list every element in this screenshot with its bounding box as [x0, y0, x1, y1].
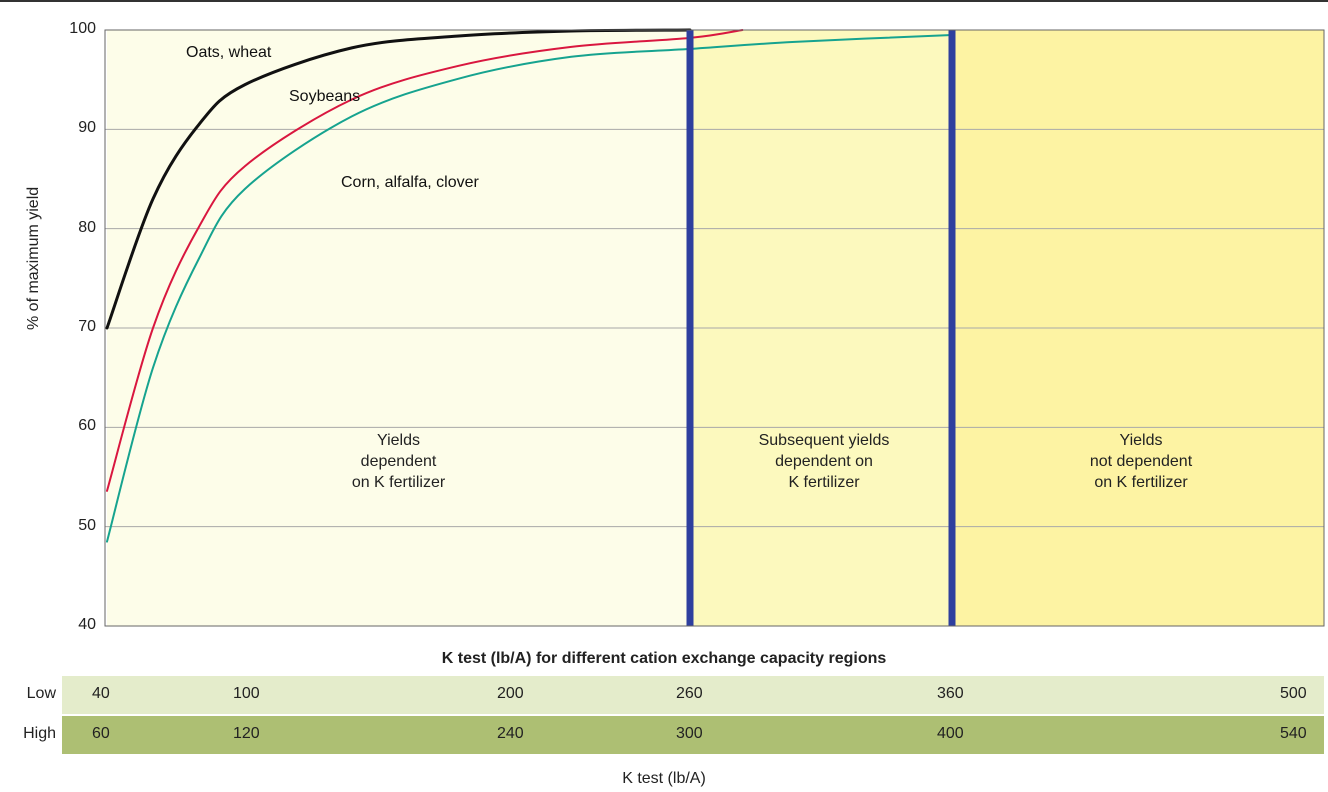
y-tick-label: 80 — [78, 218, 96, 236]
table-cell: 120 — [233, 725, 260, 742]
table-cell: 300 — [676, 725, 703, 742]
region-label-line: Yields — [377, 432, 420, 449]
table-cell: 200 — [497, 685, 524, 702]
series-line — [106, 29, 744, 492]
region-label-line: Yields — [1119, 432, 1163, 449]
region-label: Yields dependent on K fertilizer — [107, 430, 690, 493]
table-cell: 540 — [1280, 725, 1307, 742]
table-cell: 260 — [676, 685, 703, 702]
table-cell: 400 — [937, 725, 964, 742]
series-line — [106, 34, 953, 543]
table-cell: 40 — [92, 685, 110, 702]
series-line — [105, 28, 692, 330]
table-row-label: Low — [26, 685, 56, 702]
series-label: Corn, alfalfa, clover — [341, 174, 479, 191]
region-label-line: on K fertilizer — [351, 474, 446, 491]
y-tick-label: 90 — [78, 119, 96, 137]
divider-layer — [686, 30, 956, 626]
table-cell: 60 — [92, 725, 110, 742]
y-tick-label: 100 — [69, 20, 96, 37]
region-label: Yields not dependent on K fertilizer — [958, 430, 1324, 493]
region-label: Subsequent yields dependent on K fertilize… — [696, 430, 952, 493]
y-tick-label: 70 — [78, 318, 96, 335]
table-cell: 360 — [937, 685, 964, 702]
region-label-line: dependent on — [775, 453, 873, 470]
region-label-line: on K fertilizer — [1094, 474, 1188, 491]
region-label-line: K fertilizer — [788, 474, 860, 491]
plot-frame — [104, 29, 1325, 627]
series-label: Soybeans — [289, 88, 361, 105]
table-title: K test (lb/A) for different cation excha… — [441, 650, 887, 667]
x-axis-label: K test (lb/A) — [622, 770, 706, 787]
series-label: Oats, wheat — [186, 44, 272, 61]
region-label-line: Subsequent yields — [758, 432, 890, 449]
region-label-line: dependent — [360, 453, 437, 470]
y-tick-label: 40 — [78, 616, 96, 633]
region-label-line: not dependent — [1089, 453, 1193, 470]
y-axis-label: % of maximum yield — [25, 186, 42, 330]
series-layer — [105, 28, 953, 543]
table-row — [62, 716, 1324, 754]
table-cell: 100 — [233, 685, 260, 702]
table-row-label: High — [23, 725, 56, 742]
top-rule — [0, 0, 1328, 2]
y-tick-label: 50 — [78, 516, 96, 534]
table-cell: 500 — [1280, 685, 1307, 702]
table-row — [62, 676, 1324, 714]
y-tick-label: 60 — [78, 417, 96, 435]
grid-layer — [105, 128, 1324, 528]
table-cell: 240 — [497, 725, 524, 742]
